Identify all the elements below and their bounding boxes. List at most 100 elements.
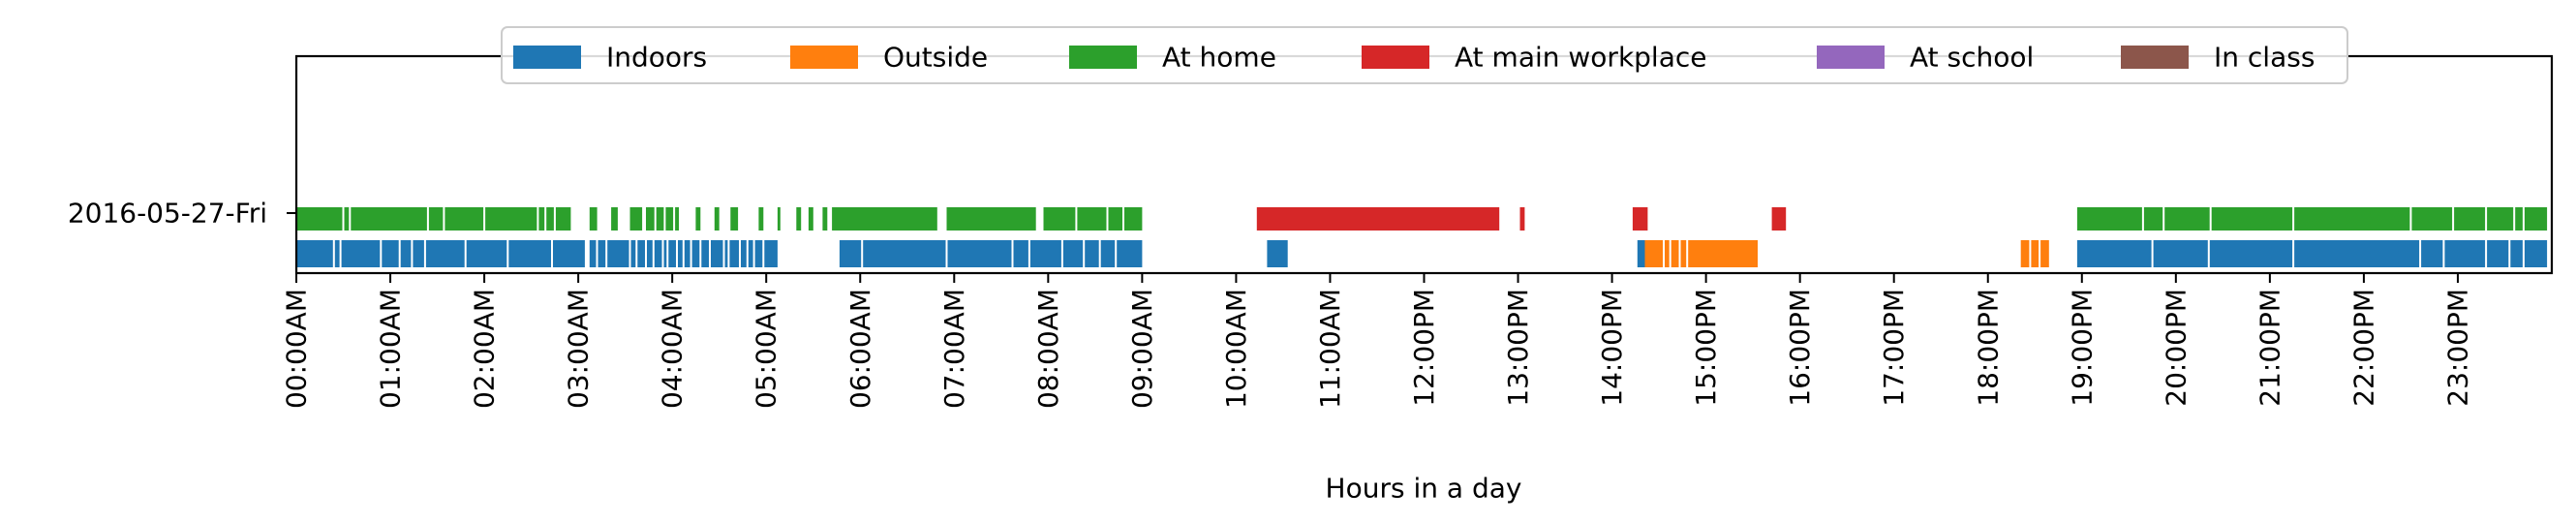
gap-at-home-20	[2485, 207, 2488, 231]
gap-indoors-23	[727, 240, 730, 267]
gap-at-home-17	[2292, 207, 2295, 231]
gap-at-home-13	[1122, 207, 1124, 231]
x-tick-label-4: 04:00AM	[657, 289, 689, 409]
x-tick-label-14: 14:00PM	[1596, 289, 1628, 407]
gap-indoors-0	[332, 240, 335, 267]
x-tick-label-18: 18:00PM	[1972, 289, 2004, 407]
x-tick-label-21: 21:00PM	[2254, 289, 2285, 407]
gap-indoors-25	[746, 240, 749, 267]
bar-at-home-8	[758, 207, 764, 231]
bar-outside-1	[2020, 240, 2049, 267]
legend-swatch-outside	[790, 46, 858, 69]
gap-indoors-15	[661, 240, 664, 267]
gap-at-home-19	[2452, 207, 2455, 231]
legend-label-at-school: At school	[1910, 42, 2034, 74]
x-tick-label-13: 13:00PM	[1502, 289, 1534, 407]
x-tick-label-16: 16:00PM	[1784, 289, 1816, 407]
gap-outside-1	[1669, 240, 1671, 267]
bar-at-home-13	[832, 207, 937, 231]
gap-indoors-43	[2522, 240, 2525, 267]
x-tick-label-15: 15:00PM	[1690, 289, 1722, 407]
chart-legend: Indoors Outside At home At main workplace At…	[501, 26, 2348, 84]
gap-indoors-27	[762, 240, 765, 267]
gap-indoors-3	[398, 240, 401, 267]
bar-at-home-6	[714, 207, 720, 231]
bar-at-home-14	[946, 207, 1036, 231]
gap-at-home-22	[2522, 207, 2525, 231]
x-tick-label-0: 00:00AM	[281, 289, 313, 409]
bar-indoors-4	[1637, 240, 1645, 267]
legend-swatch-indoors	[513, 46, 581, 69]
x-tick-label-19: 19:00PM	[2066, 289, 2098, 407]
y-tick-label-day: 2016-05-27-Fri	[68, 198, 267, 230]
gap-outside-5	[2039, 240, 2041, 267]
bar-at-home-12	[822, 207, 828, 231]
chart-axes: 2016-05-27-Fri 00:00AM 01:00AM 02:00AM 03:0…	[68, 198, 2474, 505]
gap-indoors-33	[1083, 240, 1086, 267]
gap-indoors-16	[666, 240, 669, 267]
gap-at-home-7	[553, 207, 556, 231]
gap-indoors-26	[752, 240, 755, 267]
x-tick-label-6: 06:00AM	[844, 289, 876, 409]
legend-label-indoors: Indoors	[606, 42, 707, 74]
gap-indoors-32	[1060, 240, 1063, 267]
bar-at-home-10	[796, 207, 802, 231]
gap-indoors-39	[2419, 240, 2422, 267]
legend-swatch-at-school	[1817, 46, 1885, 69]
bar-at-home-0	[296, 207, 571, 231]
gap-indoors-17	[676, 240, 678, 267]
gap-indoors-24	[739, 240, 741, 267]
gap-at-home-18	[2409, 207, 2412, 231]
x-tick-label-7: 07:00AM	[938, 289, 970, 409]
bar-at-home-11	[808, 207, 813, 231]
x-tick-label-23: 23:00PM	[2441, 289, 2473, 407]
gap-at-home-0	[342, 207, 345, 231]
gap-indoors-10	[605, 240, 608, 267]
gap-outside-3	[1686, 240, 1689, 267]
gap-at-home-14	[2141, 207, 2144, 231]
gap-indoors-8	[551, 240, 553, 267]
gap-indoors-21	[709, 240, 711, 267]
gap-indoors-40	[2442, 240, 2445, 267]
x-tick-label-11: 11:00AM	[1314, 289, 1346, 409]
gap-at-home-21	[2513, 207, 2516, 231]
gap-indoors-5	[423, 240, 426, 267]
gap-at-home-10	[673, 207, 676, 231]
gap-indoors-37	[2207, 240, 2210, 267]
gap-indoors-13	[645, 240, 647, 267]
gap-at-home-1	[349, 207, 352, 231]
gap-at-home-12	[1106, 207, 1109, 231]
x-axis-ticks: 00:00AM 01:00AM 02:00AM 03:00AM 04:00AM 05:00…	[281, 273, 2473, 409]
bar-at-home-7	[730, 207, 739, 231]
gap-indoors-31	[1027, 240, 1030, 267]
chart-marks	[296, 207, 2548, 267]
gap-at-home-11	[1075, 207, 1078, 231]
gap-indoors-19	[690, 240, 692, 267]
gap-indoors-6	[464, 240, 467, 267]
gap-indoors-4	[411, 240, 414, 267]
gap-outside-2	[1678, 240, 1681, 267]
gap-indoors-7	[506, 240, 509, 267]
legend-swatch-at-main-workplace	[1362, 46, 1429, 69]
gap-at-home-8	[654, 207, 657, 231]
bar-at-main-workplace-3	[1771, 207, 1787, 231]
gap-indoors-35	[1115, 240, 1118, 267]
gap-indoors-30	[1011, 240, 1014, 267]
x-tick-label-17: 17:00PM	[1878, 289, 1910, 407]
bar-at-main-workplace-2	[1632, 207, 1648, 231]
gap-at-home-9	[663, 207, 666, 231]
bar-at-home-15	[1043, 207, 1143, 231]
gap-indoors-41	[2485, 240, 2488, 267]
legend-label-in-class: In class	[2214, 42, 2315, 74]
x-tick-label-12: 12:00PM	[1408, 289, 1440, 407]
gap-at-home-5	[537, 207, 539, 231]
gap-indoors-22	[722, 240, 725, 267]
gap-indoors-9	[596, 240, 598, 267]
x-tick-label-9: 09:00AM	[1126, 289, 1158, 409]
gap-indoors-2	[380, 240, 383, 267]
bar-at-home-5	[695, 207, 701, 231]
bar-indoors-0	[296, 240, 585, 267]
bar-at-main-workplace-1	[1519, 207, 1525, 231]
legend-label-outside: Outside	[883, 42, 988, 74]
